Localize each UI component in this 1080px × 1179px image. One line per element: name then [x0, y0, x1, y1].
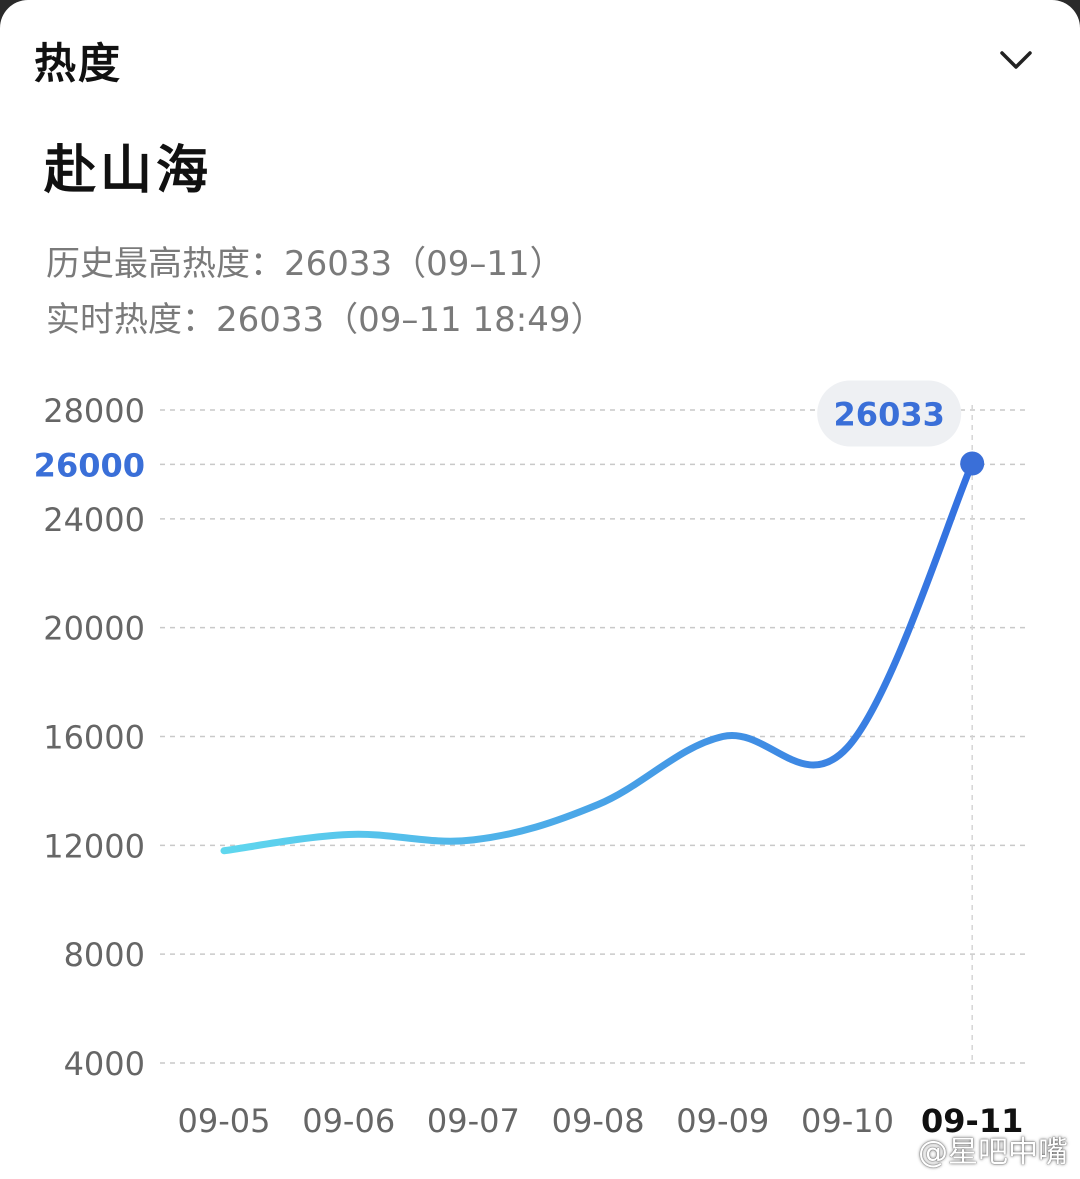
- weibo-icon: [878, 1137, 911, 1163]
- chevron-down-icon: [1000, 51, 1032, 69]
- tooltip-box: [817, 380, 962, 447]
- x-tick-label: 09-10: [801, 1102, 894, 1140]
- y-tick-label: 20000: [43, 610, 145, 648]
- y-tick-label: 26000: [34, 446, 145, 484]
- section-title: 热度: [34, 39, 123, 88]
- y-tick-label: 12000: [43, 827, 145, 865]
- y-tick-label: 4000: [64, 1045, 145, 1083]
- tooltip-value: 26033: [834, 396, 945, 434]
- x-tick-label: 09-05: [178, 1102, 271, 1140]
- x-tick-label: 09-11: [921, 1102, 1023, 1140]
- y-tick-label: 24000: [43, 501, 145, 539]
- series-line: [220, 460, 976, 855]
- watermark: @星吧中嘴: [878, 1127, 1068, 1171]
- x-tick-label: 09-07: [427, 1102, 520, 1140]
- x-tick-label: 09-06: [302, 1102, 395, 1140]
- tooltip-layer: 26033: [817, 380, 962, 447]
- series-layer: [220, 451, 985, 855]
- x-axis-ticks: 09-05 09-06 09-07 09-08 09-09 09-10 09-11: [178, 1102, 1024, 1140]
- topic-title: 赴山海: [44, 141, 213, 201]
- x-tick-label: 09-09: [676, 1102, 769, 1140]
- y-axis-ticks: 28000 26000 24000 20000 16000 12000 8000 4000: [34, 392, 145, 1083]
- collapse-button[interactable]: [992, 38, 1040, 82]
- realtime-heat-stat: 实时热度：26033（09–11 18:49）: [46, 300, 605, 340]
- y-tick-label: 28000: [43, 392, 145, 430]
- watermark-text: @星吧中嘴: [918, 1135, 1068, 1170]
- grid-lines: [160, 405, 1030, 1064]
- history-peak-stat: 历史最高热度：26033（09–11）: [46, 244, 564, 284]
- y-tick-label: 8000: [64, 936, 145, 974]
- data-point-highlight[interactable]: [960, 451, 985, 476]
- y-tick-label: 16000: [43, 719, 145, 757]
- x-tick-label: 09-08: [552, 1102, 645, 1140]
